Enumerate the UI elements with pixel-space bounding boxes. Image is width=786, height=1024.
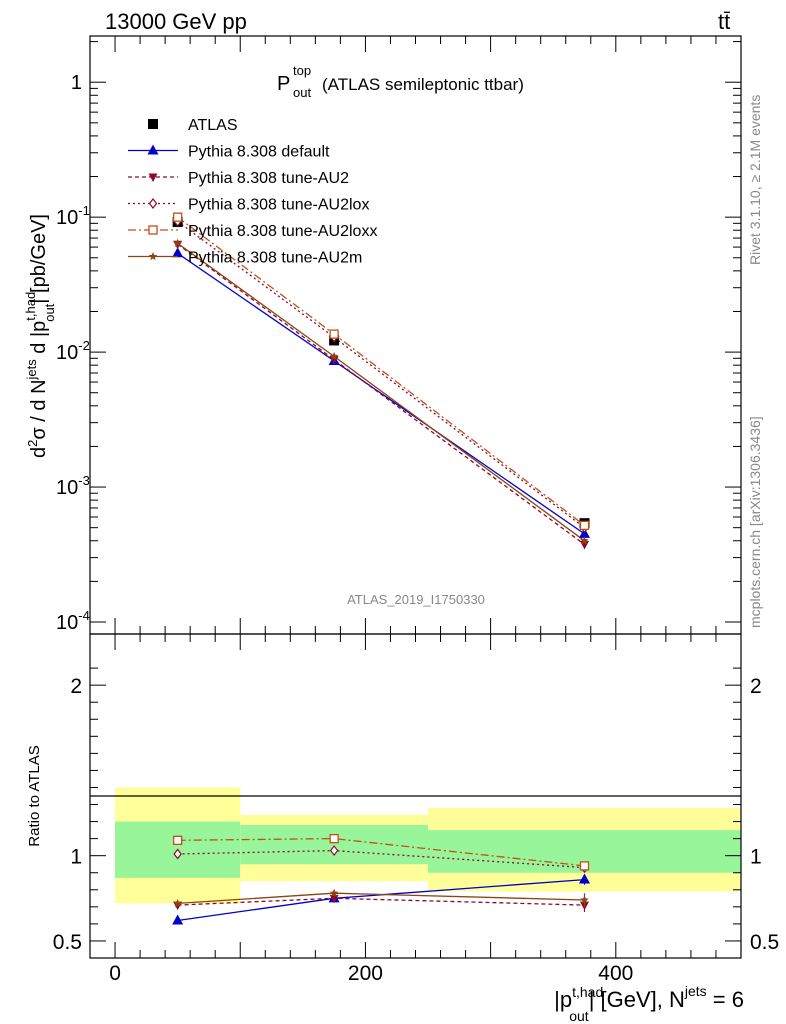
ratio-x-axis: 0 200 400 <box>109 634 742 985</box>
x-tick-label: 200 <box>348 962 383 985</box>
data-point <box>329 356 339 365</box>
ratio-y-tick-label: 0.5 <box>53 931 82 954</box>
main-title: P top out (ATLAS semileptonic ttbar) <box>277 63 524 100</box>
data-point <box>329 329 339 339</box>
legend-marker <box>148 173 158 182</box>
main-title-sup: top <box>293 63 311 78</box>
ratio-point <box>329 888 339 897</box>
legend-label: ATLAS <box>188 117 238 134</box>
analysis-id: ATLAS_2019_I1750330 <box>347 592 485 607</box>
ratio-point <box>329 845 339 857</box>
ratio-point <box>579 873 591 884</box>
main-title-sub: out <box>293 85 311 100</box>
ratio-point <box>173 898 182 908</box>
mcplots-label: mcplots.cern.ch [arXiv:1306.3436] <box>747 416 763 628</box>
legend-marker <box>148 225 158 235</box>
x-axis-label: |pt,had out| [GeV], Njets = 6 <box>554 983 744 1024</box>
legend-label: Pythia 8.308 tune-AU2lox <box>188 197 369 214</box>
ratio-y-label: Ratio to ATLAS <box>26 745 43 846</box>
data-point <box>580 536 589 545</box>
main-y-tick-label: 10-1 <box>56 203 90 229</box>
ratio-y-tick-label: 2 <box>70 675 82 698</box>
data-point <box>172 212 183 222</box>
ratio-y-tick-label-right: 2 <box>750 675 762 698</box>
main-y-tick-label: 10-4 <box>56 608 90 634</box>
main-y-tick-label: 10-3 <box>56 473 90 499</box>
legend-label: Pythia 8.308 default <box>188 144 330 161</box>
legend-label: Pythia 8.308 tune-AU2loxx <box>188 223 377 240</box>
main-y-axis: 1 10-1 10-2 10-3 10-4 <box>56 41 741 634</box>
ratio-point <box>172 914 184 925</box>
main-plot: 1 10-1 10-2 10-3 10-4 P top out (ATLAS semil… <box>23 35 742 635</box>
main-title-rest: (ATLAS semileptonic ttbar) <box>322 75 524 94</box>
ratio-point <box>329 833 339 844</box>
ratio-plot: 0.5 0.5 1 1 2 2 0 200 400 Ratio to ATLAS |pt,ha… <box>26 633 779 1024</box>
legend-label: Pythia 8.308 tune-AU2 <box>188 170 349 187</box>
rivet-label: Rivet 3.1.10, ≥ 2.1M events <box>747 95 763 265</box>
x-tick-label: 400 <box>598 962 633 985</box>
legend: ATLAS Pythia 8.308 default Pythia 8.308 tu… <box>128 117 377 267</box>
legend-marker <box>147 144 159 155</box>
main-title-main: P <box>277 73 290 95</box>
ratio-point <box>173 848 182 860</box>
main-x-ticks <box>114 36 742 634</box>
ratio-bands <box>115 787 741 904</box>
x-tick-label: 0 <box>109 962 121 985</box>
ratio-y-tick-label: 1 <box>70 846 82 869</box>
legend-marker <box>148 198 158 209</box>
process-label: tt̄ <box>718 9 730 34</box>
series-line <box>177 220 585 529</box>
series-line <box>177 243 585 546</box>
ratio-point <box>172 835 183 845</box>
legend-marker <box>148 119 158 129</box>
ratio-y-tick-label-right: 0.5 <box>750 931 779 954</box>
uncertainty-band-inner <box>240 824 429 865</box>
ratio-point <box>579 861 590 871</box>
data-point <box>579 520 590 531</box>
data-point <box>173 238 182 247</box>
ratio-point <box>580 895 589 904</box>
energy-label: 13000 GeV pp <box>105 9 247 34</box>
ratio-series-group <box>172 833 591 925</box>
ratio-y-axis: 0.5 0.5 1 1 2 2 <box>53 667 779 954</box>
legend-marker <box>148 252 158 261</box>
ratio-point <box>329 894 339 904</box>
legend-label: Pythia 8.308 tune-AU2m <box>188 250 362 267</box>
main-y-label: d2σ / d Njets d |pt,had out| [pb/GeV] <box>23 214 57 458</box>
data-point <box>329 351 339 360</box>
series-line <box>177 242 585 542</box>
main-y-tick-label: 1 <box>71 72 82 94</box>
data-point <box>172 247 184 258</box>
main-y-tick-label: 10-2 <box>56 338 90 364</box>
main-series-group <box>172 212 591 550</box>
ratio-y-tick-label-right: 1 <box>750 846 762 869</box>
